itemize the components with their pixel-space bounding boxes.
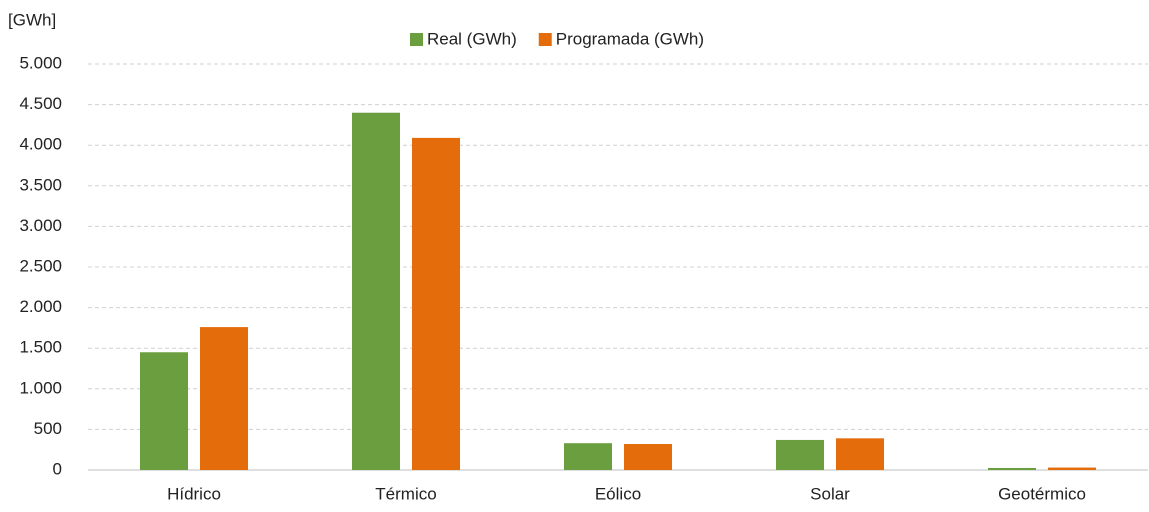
- legend-label: Real (GWh): [427, 29, 517, 48]
- y-tick-label: 4.500: [19, 94, 62, 113]
- x-tick-label: Térmico: [375, 484, 436, 503]
- y-tick-label: 5.000: [19, 53, 62, 72]
- y-tick-label: 500: [34, 419, 62, 438]
- bar: [624, 444, 672, 470]
- y-tick-label: 3.500: [19, 175, 62, 194]
- bar: [776, 439, 824, 470]
- bar: [564, 443, 612, 470]
- legend-label: Programada (GWh): [556, 29, 704, 48]
- x-tick-label: Solar: [810, 484, 850, 503]
- bar: [1048, 467, 1096, 470]
- x-tick-label: Eólico: [595, 484, 641, 503]
- y-tick-label: 4.000: [19, 135, 62, 154]
- bar: [352, 112, 400, 470]
- bar: [200, 327, 248, 470]
- y-tick-label: 0: [53, 459, 62, 478]
- bar: [412, 137, 460, 470]
- y-tick-label: 1.500: [19, 338, 62, 357]
- bar: [140, 352, 188, 470]
- x-tick-label: Hídrico: [167, 484, 221, 503]
- y-tick-label: 1.000: [19, 378, 62, 397]
- bar: [988, 467, 1036, 470]
- y-tick-label: 3.000: [19, 216, 62, 235]
- bar: [836, 438, 884, 470]
- y-unit-label: [GWh]: [8, 10, 56, 29]
- y-tick-label: 2.500: [19, 256, 62, 275]
- legend-swatch: [538, 33, 552, 46]
- legend-swatch: [410, 33, 423, 46]
- y-tick-label: 2.000: [19, 297, 62, 316]
- x-tick-label: Geotérmico: [998, 484, 1086, 503]
